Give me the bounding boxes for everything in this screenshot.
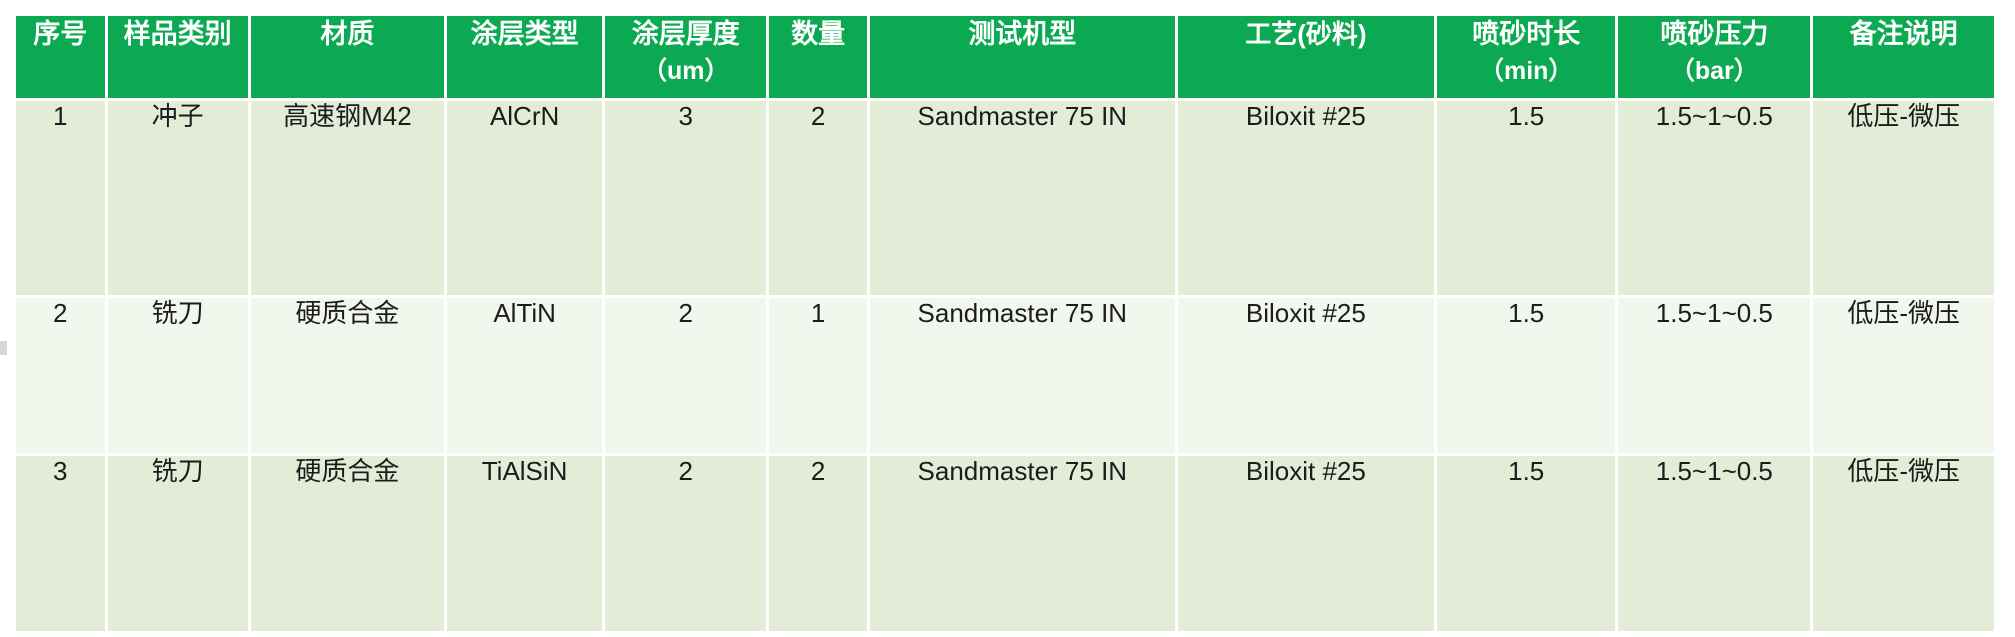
- column-header-time-label: 喷砂时长: [1472, 19, 1581, 49]
- column-header-remark-label: 备注说明: [1849, 19, 1958, 49]
- cell-qty[interactable]: 1: [769, 298, 867, 453]
- column-header-coating-label: 涂层类型: [470, 19, 579, 49]
- table-row[interactable]: 3 铣刀 硬质合金 TiAlSiN 2 2 Sandmaster 75 IN B…: [16, 456, 1994, 631]
- column-header-no-label: 序号: [33, 19, 88, 49]
- cell-qty[interactable]: 2: [769, 456, 867, 631]
- cell-machine[interactable]: Sandmaster 75 IN: [869, 456, 1175, 631]
- cell-process[interactable]: Biloxit #25: [1177, 298, 1435, 453]
- column-header-category-label: 样品类别: [123, 19, 232, 49]
- column-header-pressure-unit: （bar）: [1669, 57, 1759, 85]
- cell-qty[interactable]: 2: [769, 101, 867, 295]
- column-header-process[interactable]: 工艺(砂料): [1177, 16, 1435, 98]
- cell-pressure[interactable]: 1.5~1~0.5: [1618, 298, 1811, 453]
- column-header-material[interactable]: 材质: [250, 16, 444, 98]
- column-header-qty-label: 数量: [791, 19, 846, 49]
- cell-process[interactable]: Biloxit #25: [1177, 456, 1435, 631]
- cell-no[interactable]: 2: [16, 298, 105, 453]
- table-header-row: 序号 样品类别 材质 涂层类型 涂层厚度 （um） 数量: [16, 16, 1994, 98]
- table-row[interactable]: 1 冲子 高速钢M42 AlCrN 3 2 Sandmaster 75 IN B…: [16, 101, 1994, 295]
- cell-remark[interactable]: 低压-微压: [1813, 298, 1994, 453]
- column-header-qty[interactable]: 数量: [769, 16, 867, 98]
- cell-thickness[interactable]: 3: [605, 101, 767, 295]
- cell-remark[interactable]: 低压-微压: [1813, 456, 1994, 631]
- cell-coating[interactable]: TiAlSiN: [447, 456, 603, 631]
- cell-coating[interactable]: AlCrN: [447, 101, 603, 295]
- column-header-coating[interactable]: 涂层类型: [447, 16, 603, 98]
- column-header-machine[interactable]: 测试机型: [869, 16, 1175, 98]
- column-header-thickness-label: 涂层厚度: [631, 19, 740, 49]
- cell-process[interactable]: Biloxit #25: [1177, 101, 1435, 295]
- column-header-thickness[interactable]: 涂层厚度 （um）: [605, 16, 767, 98]
- table-header: 序号 样品类别 材质 涂层类型 涂层厚度 （um） 数量: [16, 16, 1994, 98]
- column-header-thickness-unit: （um）: [641, 57, 730, 85]
- column-header-no[interactable]: 序号: [16, 16, 105, 98]
- column-header-category[interactable]: 样品类别: [107, 16, 248, 98]
- cell-thickness[interactable]: 2: [605, 456, 767, 631]
- table-row[interactable]: 2 铣刀 硬质合金 AlTiN 2 1 Sandmaster 75 IN Bil…: [16, 298, 1994, 453]
- column-header-time[interactable]: 喷砂时长 （min）: [1437, 16, 1616, 98]
- cell-machine[interactable]: Sandmaster 75 IN: [869, 101, 1175, 295]
- cell-time[interactable]: 1.5: [1437, 456, 1616, 631]
- column-header-remark[interactable]: 备注说明: [1813, 16, 1994, 98]
- cell-material[interactable]: 高速钢M42: [250, 101, 444, 295]
- cell-material[interactable]: 硬质合金: [250, 298, 444, 453]
- cell-coating[interactable]: AlTiN: [447, 298, 603, 453]
- sample-spec-table: 序号 样品类别 材质 涂层类型 涂层厚度 （um） 数量: [13, 13, 1997, 634]
- column-header-process-label: 工艺(砂料): [1245, 19, 1367, 49]
- column-header-material-label: 材质: [320, 19, 375, 49]
- cell-no[interactable]: 3: [16, 456, 105, 631]
- column-header-machine-label: 测试机型: [968, 19, 1077, 49]
- cell-category[interactable]: 铣刀: [107, 456, 248, 631]
- edge-artifact-mark: [0, 341, 7, 355]
- cell-no[interactable]: 1: [16, 101, 105, 295]
- cell-pressure[interactable]: 1.5~1~0.5: [1618, 101, 1811, 295]
- column-header-pressure-label: 喷砂压力: [1660, 19, 1769, 49]
- cell-time[interactable]: 1.5: [1437, 298, 1616, 453]
- table-body: 1 冲子 高速钢M42 AlCrN 3 2 Sandmaster 75 IN B…: [16, 101, 1994, 631]
- cell-category[interactable]: 铣刀: [107, 298, 248, 453]
- cell-material[interactable]: 硬质合金: [250, 456, 444, 631]
- cell-remark[interactable]: 低压-微压: [1813, 101, 1994, 295]
- cell-pressure[interactable]: 1.5~1~0.5: [1618, 456, 1811, 631]
- cell-machine[interactable]: Sandmaster 75 IN: [869, 298, 1175, 453]
- column-header-pressure[interactable]: 喷砂压力 （bar）: [1618, 16, 1811, 98]
- cell-time[interactable]: 1.5: [1437, 101, 1616, 295]
- column-header-time-unit: （min）: [1478, 57, 1574, 85]
- cell-category[interactable]: 冲子: [107, 101, 248, 295]
- cell-thickness[interactable]: 2: [605, 298, 767, 453]
